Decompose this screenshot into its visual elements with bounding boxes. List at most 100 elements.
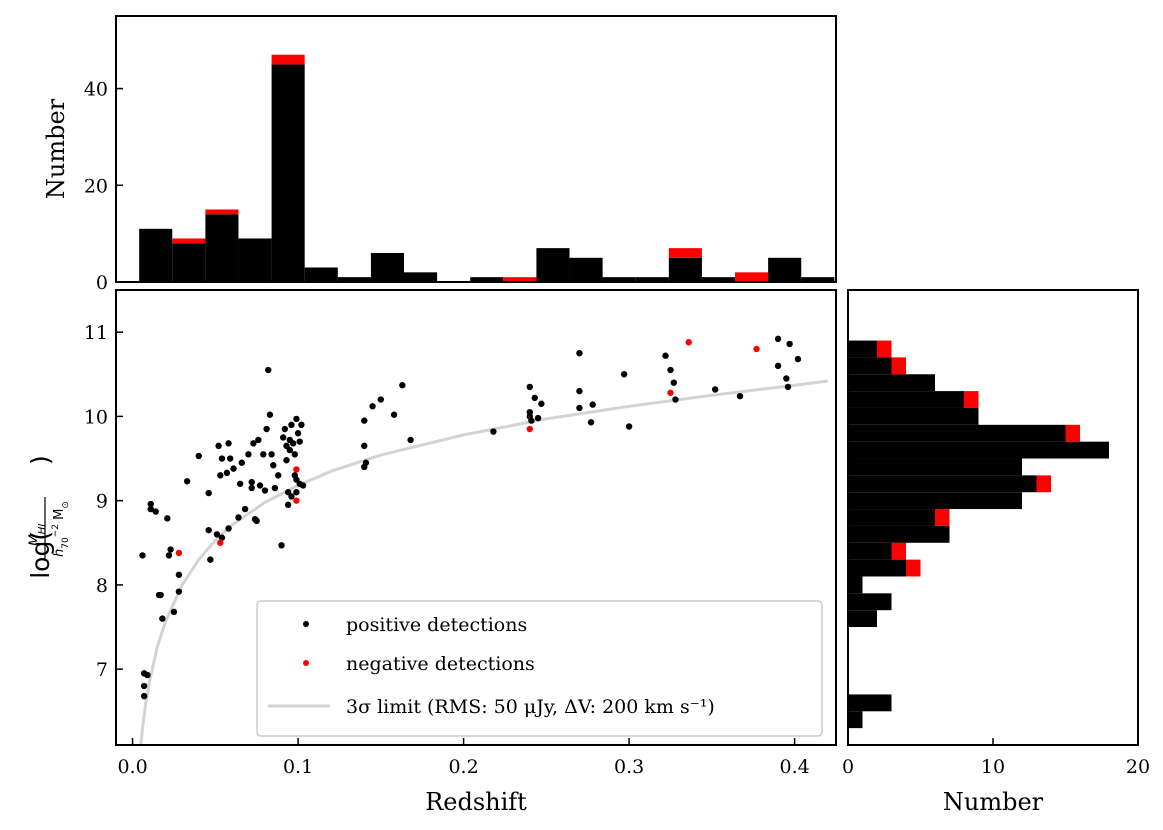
positive-detection-point <box>167 546 174 553</box>
y-tick-label: 9 <box>96 491 108 513</box>
positive-detection-point <box>531 394 538 402</box>
positive-detection-point <box>140 682 148 690</box>
positive-detection-point <box>528 417 535 424</box>
positive-detection-point <box>794 355 802 363</box>
legend: positive detections negative detections … <box>256 600 823 737</box>
x-tick-label: 0.4 <box>780 756 810 778</box>
positive-detection-point <box>407 436 414 444</box>
negative-detection-point <box>175 549 183 557</box>
positive-detection-point <box>217 472 224 479</box>
positive-detection-point <box>205 489 212 497</box>
top-bar-positive <box>337 277 371 282</box>
side-bar-positive <box>848 542 892 560</box>
positive-detection-point <box>774 362 782 370</box>
positive-detection-point <box>157 591 164 599</box>
scatter-frame <box>115 289 837 746</box>
top-y-axis-title: Number <box>42 98 70 199</box>
top-bar-positive <box>668 257 702 282</box>
positive-detection-point <box>291 451 298 458</box>
positive-detection-point <box>576 404 583 412</box>
positive-detection-point <box>266 411 274 418</box>
positive-detection-point <box>159 615 166 622</box>
positive-detection-point <box>625 423 633 430</box>
positive-detection-point <box>390 411 398 418</box>
negative-detection-point <box>685 339 692 346</box>
positive-detection-point <box>170 608 178 616</box>
positive-detection-point <box>152 508 159 515</box>
positive-detection-point <box>139 552 146 559</box>
positive-detection-point <box>288 421 295 429</box>
positive-detection-point <box>268 451 275 458</box>
legend-positive-marker <box>303 621 309 627</box>
side-bar-positive <box>848 509 935 526</box>
positive-detection-point <box>576 387 583 395</box>
positive-detection-point <box>534 414 542 422</box>
positive-detection-point <box>299 482 307 489</box>
legend-limit-label: 3σ limit (RMS: 50 μJy, ΔV: 200 km s⁻¹) <box>346 696 715 718</box>
negative-detection-point <box>217 539 224 546</box>
top-bar-positive <box>404 272 438 282</box>
positive-detection-point <box>236 480 244 487</box>
side-bar-positive <box>848 492 1022 510</box>
positive-detection-point <box>784 383 792 391</box>
svg-text:log( ): log( ) <box>26 455 55 579</box>
positive-detection-point <box>250 440 257 447</box>
top-bar-negative <box>271 54 305 65</box>
side-bar-positive <box>848 475 1037 493</box>
positive-detection-point <box>672 396 679 403</box>
positive-detection-point <box>241 505 249 513</box>
positive-detection-point <box>281 425 289 433</box>
top-bar-positive <box>205 214 239 282</box>
side-x-tick-label: 0 <box>842 756 854 778</box>
top-bar-positive <box>238 238 272 282</box>
positive-detection-point <box>589 401 596 408</box>
positive-detection-point <box>587 419 595 426</box>
top-histogram: 0 20 40 Number <box>42 15 837 294</box>
positive-detection-point <box>215 442 222 450</box>
positive-detection-point <box>736 392 744 400</box>
side-bar-positive <box>848 391 964 408</box>
top-bar-positive <box>701 277 736 282</box>
positive-detection-point <box>576 349 583 357</box>
main-scatter: 0.0 0.1 0.2 0.3 0.4 7 8 9 10 11 Redshift log( ) … <box>26 289 837 816</box>
positive-detection-point <box>783 375 790 382</box>
top-bar-positive <box>172 243 206 282</box>
positive-detection-point <box>227 455 234 462</box>
positive-detection-point <box>538 400 545 407</box>
top-histogram-frame <box>115 15 837 283</box>
x-tick-label: 0.1 <box>283 756 313 778</box>
positive-detection-point <box>183 478 191 485</box>
positive-detection-point <box>225 440 232 447</box>
top-bar-positive <box>271 64 305 282</box>
y-tick-label: 8 <box>96 575 108 597</box>
side-bar-negative <box>891 357 906 375</box>
top-bar-positive <box>139 228 173 282</box>
positive-detection-point <box>490 428 497 435</box>
positive-detection-point <box>294 430 302 437</box>
y-axis-title: log( ) MHI h70−2 M⊙ <box>26 455 71 579</box>
positive-detection-point <box>289 440 297 447</box>
top-y-tick-label: 0 <box>96 272 108 294</box>
y-tick-label: 11 <box>84 322 108 344</box>
side-bar-positive <box>848 424 1066 442</box>
positive-detection-point <box>296 438 303 445</box>
top-bar-positive <box>569 257 603 282</box>
positive-detection-point <box>165 552 173 559</box>
positive-detection-point <box>175 571 183 578</box>
positive-detection-point <box>218 455 226 462</box>
top-bar-negative <box>172 238 206 244</box>
positive-detection-point <box>147 500 154 508</box>
top-bar-negative <box>668 248 702 258</box>
positive-detection-point <box>265 366 272 374</box>
positive-detection-point <box>526 408 533 416</box>
side-bar-positive <box>848 525 950 543</box>
positive-detection-point <box>620 371 628 378</box>
x-axis-title: Redshift <box>425 788 527 816</box>
legend-positive-label: positive detections <box>346 614 527 636</box>
side-bar-negative <box>964 391 979 408</box>
positive-detection-point <box>175 588 183 595</box>
top-bar-negative <box>503 277 537 282</box>
negative-detection-point <box>753 345 760 353</box>
positive-detection-point <box>238 459 245 466</box>
positive-detection-point <box>667 366 674 374</box>
